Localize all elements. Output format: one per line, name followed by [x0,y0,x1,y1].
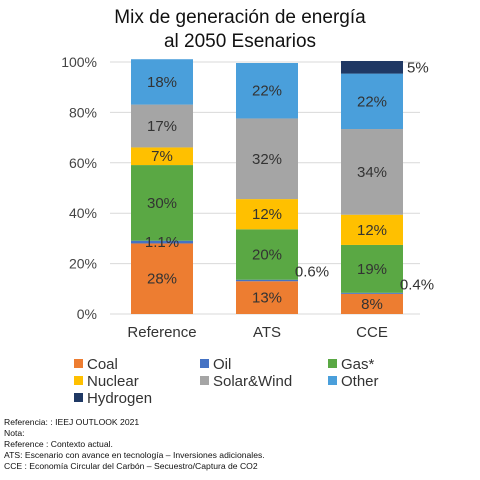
data-label: 17% [147,118,177,135]
x-tick-label: CCE [356,324,388,341]
legend-swatch [74,359,83,368]
legend-label: Gas* [341,356,375,373]
footnotes: Referencia: : IEEJ OUTLOOK 2021 Nota: Re… [4,417,265,472]
bar-segment-other-reference [131,59,193,105]
data-label: 12% [357,222,387,239]
note-reference-source: Referencia: : IEEJ OUTLOOK 2021 [4,417,140,427]
legend-item-solarwind: Solar&Wind [200,373,292,390]
legend-label: Hydrogen [87,390,153,407]
bar-segment-other-ats [236,63,298,119]
data-label: 1.1% [145,234,179,251]
chart-title-line-2: al 2050 Esenarios [163,31,317,52]
data-label: 13% [252,290,282,307]
bar-segment-coal-reference [131,243,193,314]
bar-segment-nuclear-ats [236,199,298,230]
data-label: 30% [147,195,177,212]
legend-swatch [200,359,209,368]
data-label: 28% [147,271,177,288]
bar-segment-nuclear-cce [341,214,403,245]
legend-item-other: Other [328,373,379,390]
note-cce: CCE : Economía Circular del Carbón – Sec… [4,461,258,471]
chart-title: Mix de generación de energía al 2050 Ese… [0,6,480,54]
bar-segment-gas-cce [341,244,403,293]
bar-segment-gas-reference [131,165,193,241]
bar-segment-oil-cce [341,292,403,294]
data-label: 18% [147,74,177,91]
legend-item-nuclear: Nuclear [74,373,139,390]
bar-segment-oil-ats [236,279,298,282]
x-tick-label: Reference [127,324,196,341]
chart-title-line-1: Mix de generación de energía [114,7,366,28]
bar-segment-hydrogen-cce [341,60,403,74]
legend-item-oil: Oil [200,356,231,373]
legend-swatch [328,376,337,385]
y-tick-label: 40% [69,205,97,221]
y-tick-label: 20% [69,256,97,272]
legend-label: Other [341,373,379,390]
legend-label: Nuclear [87,373,139,390]
legend-swatch [74,376,83,385]
data-label: 20% [252,247,282,264]
data-label: 19% [357,261,387,278]
data-label: 7% [151,148,173,165]
data-label: 8% [361,296,383,313]
data-label: 32% [252,151,282,168]
note-ats: ATS: Escenario con avance en tecnología … [4,450,265,460]
legend-item-hydrogen: Hydrogen [74,390,152,407]
data-label: 22% [252,83,282,100]
legend-label: Oil [213,356,232,373]
data-label: 34% [357,164,387,181]
bar-segment-gas-ats [236,229,298,280]
y-tick-label: 0% [77,306,97,322]
legend-item-gas: Gas* [328,356,374,373]
legend-swatch [328,359,337,368]
bar-segment-nuclear-reference [131,147,193,166]
note-heading: Nota: [4,428,25,438]
y-tick-label: 80% [69,104,97,120]
bar-segment-coal-ats [236,281,298,314]
bar-segment-oil-reference [131,240,193,244]
y-tick-label: 100% [61,54,97,70]
bar-segment-solarwind-cce [341,129,403,215]
y-tick-label: 60% [69,155,97,171]
legend-swatch [200,376,209,385]
legend-label: Coal [87,356,118,373]
data-label: 5% [407,59,429,76]
x-tick-label: ATS [253,324,281,341]
stacked-bar-chart: 0% 20% 40% 60% 80% 100% Reference ATS CCE 28% 1.1%… [61,54,434,341]
bar-segment-coal-cce [341,293,403,314]
data-label: 0.6% [295,263,329,280]
legend-label: Solar&Wind [213,373,293,390]
bar-segment-solarwind-ats [236,118,298,200]
bar-segment-other-cce [341,73,403,130]
bar-segment-solarwind-reference [131,104,193,148]
legend-swatch [74,393,83,402]
data-label: 22% [357,93,387,110]
data-label: 12% [252,206,282,223]
note-reference: Reference : Contexto actual. [4,439,113,449]
data-label: 0.4% [400,276,434,293]
legend-item-coal: Coal [74,356,118,373]
